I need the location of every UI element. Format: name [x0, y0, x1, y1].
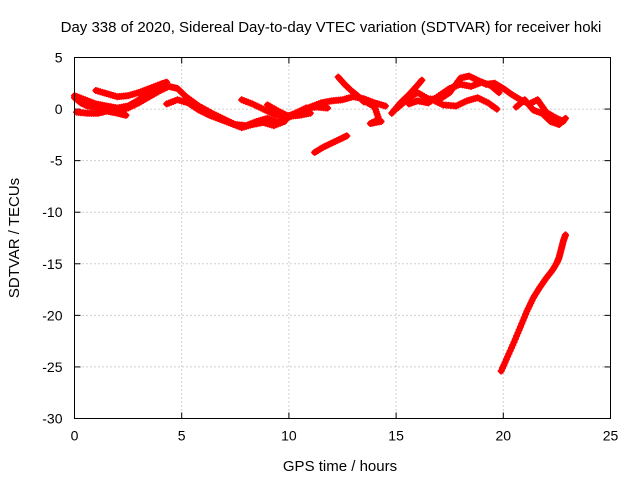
series-track-l: [405, 78, 503, 108]
data-point-marker: [306, 109, 314, 117]
series-track-g: [263, 101, 314, 120]
data-point-marker: [377, 117, 385, 125]
series-track-o: [512, 96, 569, 129]
x-tick-label: 25: [603, 428, 619, 444]
y-tick-label: -20: [42, 307, 62, 323]
x-tick-label: 0: [71, 428, 79, 444]
data-point-marker: [381, 102, 389, 110]
plot-frame: [74, 57, 611, 419]
data-point-marker: [493, 105, 501, 113]
x-tick-label: 20: [496, 428, 512, 444]
data-point-marker: [561, 114, 569, 122]
chart-title: Day 338 of 2020, Sidereal Day-to-day VTE…: [61, 19, 602, 36]
series-track-h: [311, 132, 351, 156]
series-track-b: [71, 81, 171, 112]
series-track-e: [163, 96, 289, 132]
data-point-marker: [560, 116, 568, 124]
grid: [74, 57, 611, 419]
series-track-n: [431, 94, 501, 113]
y-axis-label: SDTVAR / TECUs: [6, 178, 23, 298]
x-axis-label: GPS time / hours: [283, 458, 397, 475]
x-tick-label: 15: [388, 428, 404, 444]
y-tick-label: -5: [50, 153, 63, 169]
series-track-p: [497, 231, 569, 375]
data-point-marker: [561, 231, 569, 239]
y-tick-label: 5: [55, 50, 63, 66]
series-track-d: [73, 107, 130, 119]
series-track-j: [360, 97, 385, 128]
data-point-marker: [323, 104, 331, 112]
series-track-m: [388, 76, 426, 117]
y-tick-label: 0: [55, 101, 63, 117]
data-point-marker: [495, 89, 503, 97]
data-point-marker: [122, 111, 130, 119]
data-point-marker: [417, 77, 425, 85]
data-points: [71, 72, 569, 375]
y-tick-label: -25: [42, 359, 62, 375]
data-point-marker: [418, 76, 426, 84]
y-tick-label: -30: [42, 411, 62, 427]
y-tick-label: -10: [42, 204, 62, 220]
series-track-c: [92, 78, 171, 101]
data-point-marker: [343, 132, 351, 140]
x-tick-label: 10: [281, 428, 297, 444]
y-tick-label: -15: [42, 256, 62, 272]
x-tick-label: 5: [178, 428, 186, 444]
data-point-marker: [163, 78, 171, 86]
